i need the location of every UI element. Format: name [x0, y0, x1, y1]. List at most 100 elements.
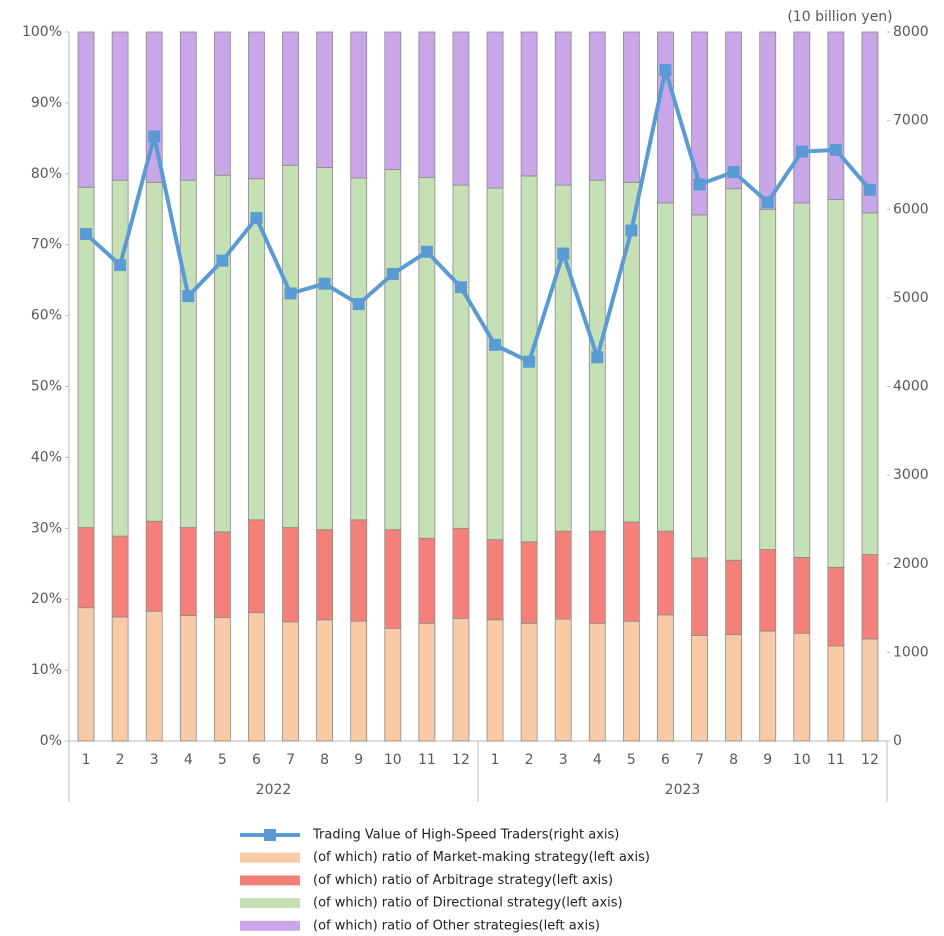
x-tick-label: 6 — [661, 752, 670, 768]
bar-segment — [452, 527, 470, 619]
bar-segment — [350, 31, 368, 179]
x-tick-label: 10 — [384, 752, 402, 768]
bar-segment — [793, 202, 811, 558]
line-marker — [829, 143, 842, 156]
bar-segment — [111, 616, 129, 742]
bar-segment — [384, 627, 402, 742]
bar-segment — [793, 31, 811, 204]
bar-segment — [418, 537, 436, 624]
bar-segment — [622, 620, 640, 742]
y-tick-label: 90% — [31, 95, 62, 111]
y-tick-label: 10% — [31, 662, 62, 678]
y2-tick-label: 1000 — [893, 644, 929, 660]
bar-segment — [657, 614, 674, 742]
bar-segment — [248, 519, 265, 614]
bar-segment — [657, 530, 674, 616]
legend-label: (of which) ratio of Directional strategy… — [313, 896, 623, 911]
bar-segment — [793, 556, 811, 634]
y2-tick-label: 7000 — [893, 113, 929, 129]
line-marker — [454, 281, 467, 294]
line-marker — [250, 212, 263, 225]
line-marker — [148, 130, 161, 143]
bar-segment — [520, 31, 538, 177]
x-tick-label: 8 — [320, 752, 329, 768]
line-marker — [80, 228, 93, 241]
x-tick-label: 3 — [559, 752, 568, 768]
bar-segment — [452, 184, 470, 529]
bar-segment — [725, 634, 743, 742]
bar-segment — [77, 31, 95, 188]
bar-segment — [452, 617, 470, 742]
bar-segment — [179, 527, 197, 616]
bar-segment — [418, 622, 436, 742]
bar-segment — [793, 632, 811, 742]
bar-segment — [657, 202, 674, 532]
y-tick-label: 0% — [40, 733, 62, 749]
bar-segment — [486, 539, 504, 621]
legend-swatch — [264, 829, 276, 841]
line-marker — [727, 166, 740, 179]
line-marker — [761, 196, 774, 209]
x-tick-label: 12 — [861, 752, 879, 768]
y2-tick-label: 5000 — [893, 290, 929, 306]
legend-swatch — [240, 898, 300, 909]
y2-tick-label: 6000 — [893, 201, 929, 217]
x-tick-label: 2 — [116, 752, 125, 768]
y2-tick-label: 2000 — [893, 556, 929, 572]
line-marker — [625, 224, 638, 237]
bar-segment — [316, 167, 334, 531]
bar-segment — [827, 198, 845, 568]
x-tick-label: 2 — [525, 752, 534, 768]
line-marker — [284, 287, 297, 300]
bar-segment — [657, 31, 674, 204]
x-tick-label: 3 — [150, 752, 159, 768]
line-marker — [216, 254, 229, 267]
bar-segment — [282, 621, 299, 742]
bar-segment — [486, 619, 504, 742]
bar-segment — [145, 181, 163, 522]
legend-swatch — [240, 920, 300, 931]
bar-segment — [827, 31, 845, 200]
bar-segment — [111, 31, 129, 181]
y2-axis-label: (10 billion yen) — [787, 9, 892, 25]
y-tick-label: 100% — [22, 24, 62, 40]
x-tick-label: 5 — [218, 752, 227, 768]
y-tick-label: 70% — [31, 237, 62, 253]
x-tick-label: 9 — [354, 752, 363, 768]
y-tick-label: 50% — [31, 379, 62, 395]
bar-segment — [725, 188, 743, 561]
bar-segment — [282, 164, 299, 528]
x-tick-label: 10 — [793, 752, 811, 768]
legend-swatch — [240, 875, 300, 886]
line-marker — [182, 290, 195, 303]
bar-segment — [691, 634, 708, 742]
line-marker — [489, 338, 502, 351]
bar-segment — [691, 557, 708, 636]
bar-segment — [827, 566, 845, 647]
x-tick-label: 7 — [286, 752, 295, 768]
bar-segment — [145, 610, 163, 742]
group-label: 2022 — [256, 782, 292, 798]
x-tick-label: 1 — [491, 752, 500, 768]
y2-tick-label: 8000 — [893, 24, 929, 40]
bar-segment — [588, 530, 606, 624]
bar-segment — [384, 169, 402, 531]
bar-segment — [725, 31, 743, 190]
y2-tick-label: 4000 — [893, 379, 929, 395]
line-marker — [795, 145, 808, 158]
bar-segment — [316, 31, 334, 168]
bar-segment — [554, 530, 572, 620]
bar-segment — [861, 554, 879, 640]
bar-segment — [588, 622, 606, 742]
bar-segment — [350, 620, 368, 742]
bar-segment — [452, 31, 470, 186]
bar-segment — [179, 179, 197, 528]
bar-segment — [759, 630, 777, 742]
line-marker — [659, 64, 672, 77]
bar-segment — [384, 31, 402, 170]
x-tick-label: 9 — [763, 752, 772, 768]
bar-segment — [554, 618, 572, 742]
line-marker — [352, 298, 365, 311]
bar-segment — [588, 31, 606, 181]
